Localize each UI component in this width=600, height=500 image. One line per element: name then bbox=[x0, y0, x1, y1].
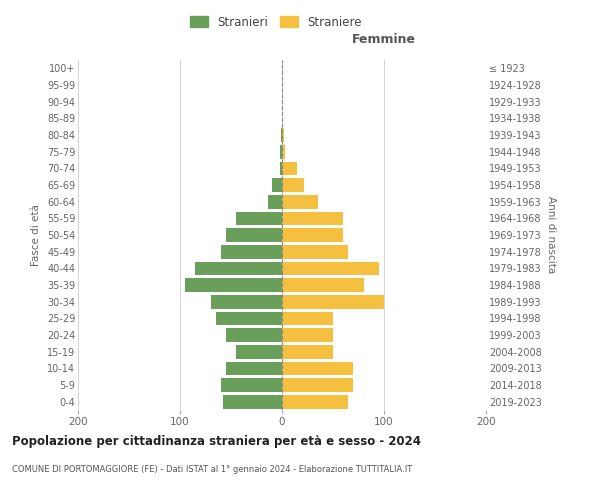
Text: Popolazione per cittadinanza straniera per età e sesso - 2024: Popolazione per cittadinanza straniera p… bbox=[12, 435, 421, 448]
Bar bbox=[185, 278, 282, 292]
Bar bbox=[236, 212, 282, 225]
Bar bbox=[282, 162, 298, 175]
Bar bbox=[282, 195, 318, 208]
Bar bbox=[196, 262, 282, 275]
Bar bbox=[221, 378, 282, 392]
Text: Femmine: Femmine bbox=[352, 33, 416, 46]
Bar bbox=[282, 295, 384, 308]
Bar bbox=[282, 345, 333, 358]
Bar bbox=[282, 362, 353, 375]
Bar bbox=[282, 228, 343, 242]
Bar bbox=[236, 345, 282, 358]
Bar bbox=[282, 145, 285, 158]
Legend: Stranieri, Straniere: Stranieri, Straniere bbox=[185, 11, 367, 34]
Y-axis label: Anni di nascita: Anni di nascita bbox=[545, 196, 556, 274]
Bar bbox=[282, 245, 349, 258]
Bar bbox=[211, 295, 282, 308]
Bar bbox=[282, 278, 364, 292]
Bar bbox=[282, 395, 349, 408]
Bar bbox=[281, 128, 282, 142]
Bar bbox=[268, 195, 282, 208]
Bar bbox=[221, 245, 282, 258]
Bar bbox=[226, 328, 282, 342]
Bar bbox=[282, 128, 284, 142]
Bar bbox=[282, 328, 333, 342]
Y-axis label: Fasce di età: Fasce di età bbox=[31, 204, 41, 266]
Bar bbox=[282, 378, 353, 392]
Bar bbox=[226, 228, 282, 242]
Bar bbox=[216, 312, 282, 325]
Bar bbox=[272, 178, 282, 192]
Bar bbox=[223, 395, 282, 408]
Bar bbox=[280, 145, 282, 158]
Text: COMUNE DI PORTOMAGGIORE (FE) - Dati ISTAT al 1° gennaio 2024 - Elaborazione TUTT: COMUNE DI PORTOMAGGIORE (FE) - Dati ISTA… bbox=[12, 465, 412, 474]
Bar bbox=[282, 178, 304, 192]
Bar bbox=[282, 262, 379, 275]
Bar bbox=[280, 162, 282, 175]
Bar bbox=[226, 362, 282, 375]
Bar bbox=[282, 212, 343, 225]
Bar bbox=[282, 312, 333, 325]
